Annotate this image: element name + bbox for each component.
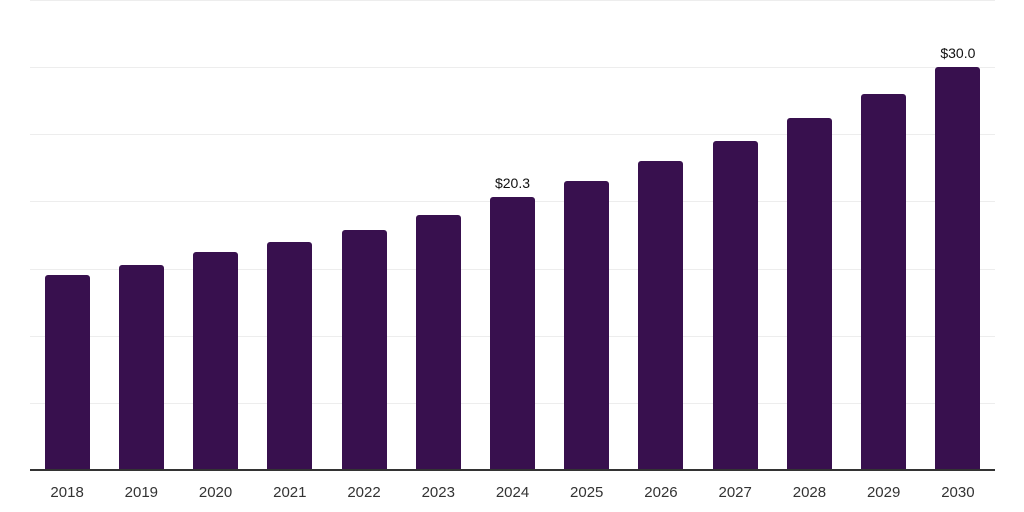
gridline-35 bbox=[30, 0, 995, 1]
bar-2026 bbox=[638, 161, 684, 470]
x-tick-2022: 2022 bbox=[347, 484, 381, 501]
bar-2022 bbox=[341, 229, 387, 470]
x-tick-2027: 2027 bbox=[718, 484, 752, 501]
bar-2024 bbox=[490, 197, 535, 470]
bar-value-label-2024: $20.3 bbox=[494, 175, 531, 192]
x-tick-2026: 2026 bbox=[644, 484, 678, 501]
x-tick-2019: 2019 bbox=[124, 484, 159, 501]
x-tick-2023: 2023 bbox=[421, 484, 455, 501]
x-tick-2025: 2025 bbox=[570, 484, 604, 501]
x-tick-2028: 2028 bbox=[792, 484, 827, 501]
bar-2021 bbox=[267, 241, 313, 470]
bar-2018 bbox=[44, 275, 90, 470]
bar-2027 bbox=[712, 141, 758, 470]
bar-value-label-2030: $30.0 bbox=[940, 45, 976, 62]
bar-2028 bbox=[786, 118, 832, 470]
bar-2029 bbox=[861, 94, 907, 470]
bar-2030 bbox=[935, 67, 981, 470]
gridline-30 bbox=[30, 67, 995, 69]
x-tick-2029: 2029 bbox=[866, 484, 901, 501]
bar-2025 bbox=[564, 181, 610, 470]
bar-2019 bbox=[118, 264, 164, 470]
x-tick-2021: 2021 bbox=[273, 484, 307, 501]
gridline-25 bbox=[30, 134, 995, 136]
bar-2020 bbox=[193, 252, 239, 470]
x-tick-2018: 2018 bbox=[50, 484, 84, 501]
bar-2023 bbox=[415, 214, 461, 470]
x-tick-2020: 2020 bbox=[198, 484, 233, 501]
x-axis-line bbox=[30, 469, 995, 471]
x-tick-2030: 2030 bbox=[941, 484, 975, 501]
plot-area: $20.3 $30.0 bbox=[30, 0, 995, 470]
x-tick-2024: 2024 bbox=[495, 484, 530, 501]
